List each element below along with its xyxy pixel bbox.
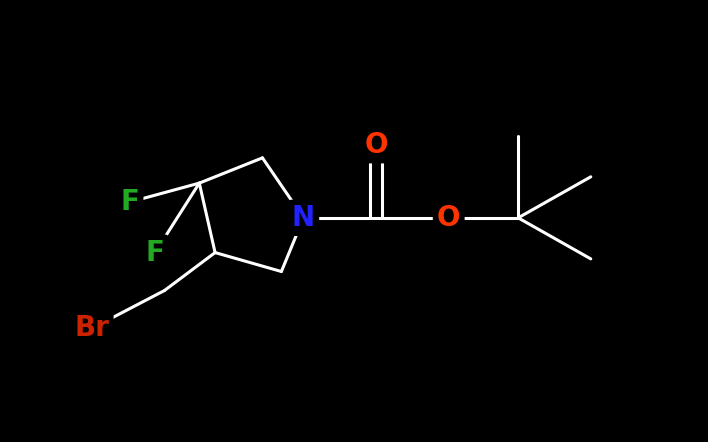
Text: F: F — [146, 239, 164, 267]
Text: O: O — [365, 131, 388, 159]
Text: F: F — [120, 188, 139, 216]
Text: Br: Br — [74, 314, 110, 343]
Text: O: O — [437, 204, 460, 232]
Text: N: N — [292, 204, 315, 232]
